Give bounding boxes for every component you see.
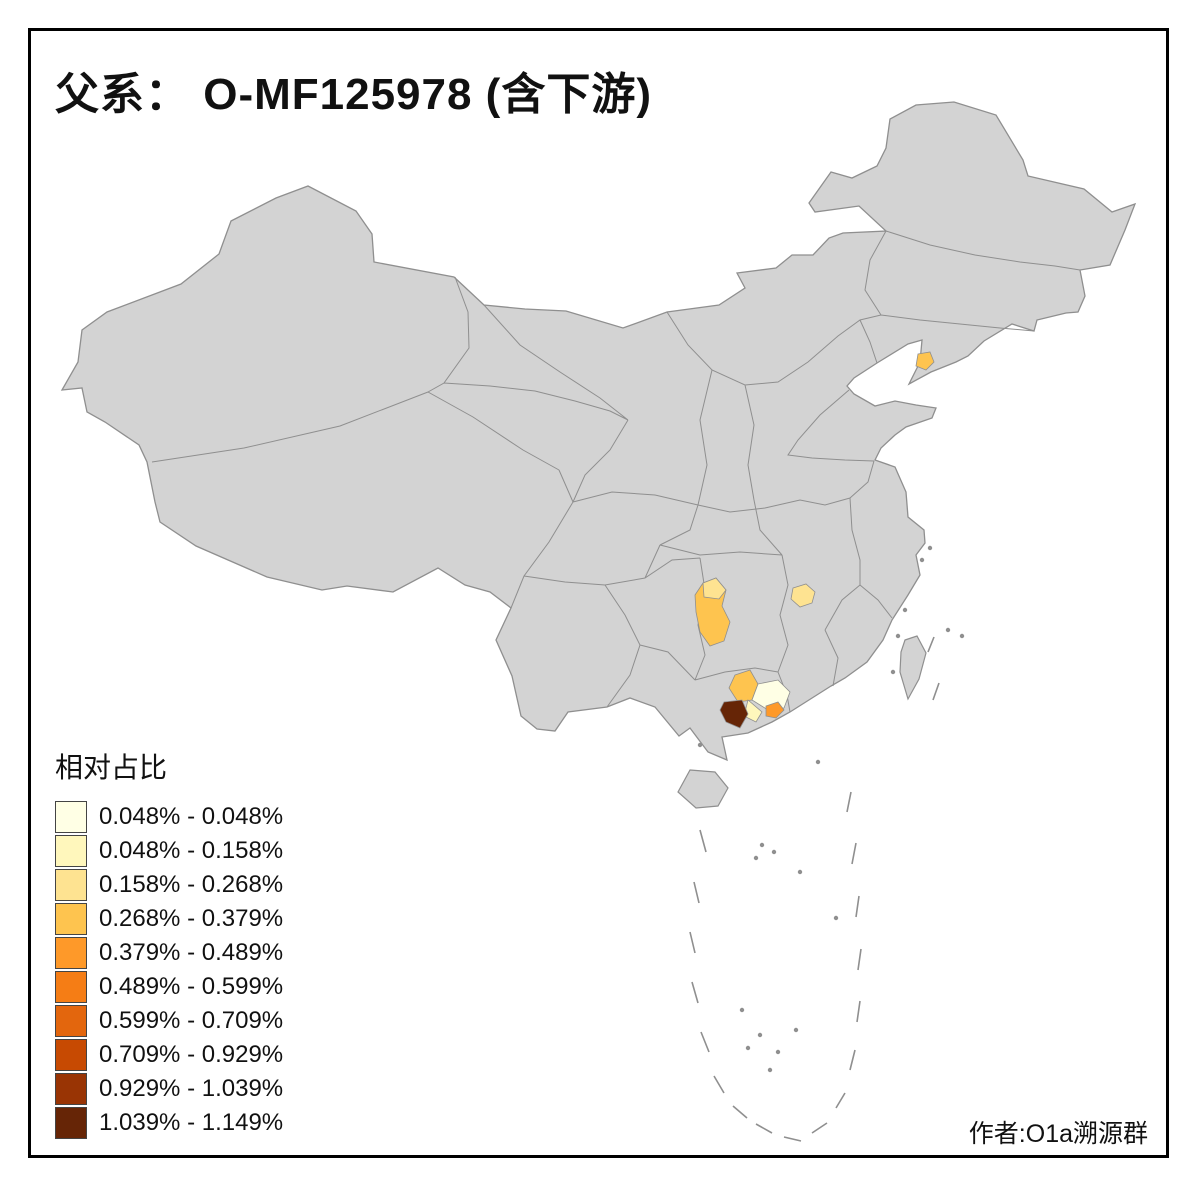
legend-label: 0.599% - 0.709% [99,1007,284,1034]
legend-item: 0.268% - 0.379% [55,902,283,936]
legend-label: 0.709% - 0.929% [99,1041,284,1068]
legend-swatch [55,1073,87,1105]
legend-swatch [55,971,87,1003]
legend-label: 0.929% - 1.039% [99,1075,284,1102]
taiwan-island [899,635,927,701]
map-title: 父系： O-MF125978 (含下游) [55,70,652,119]
legend: 相对占比 0.048% - 0.048% 0.048% - 0.158% 0.1… [55,746,283,1140]
legend-swatch [55,903,87,935]
legend-swatch [55,1039,87,1071]
region-guangxi-dark [719,699,749,729]
legend-label: 0.489% - 0.599% [99,973,284,1000]
legend-label: 0.048% - 0.158% [99,837,284,864]
legend-label: 0.379% - 0.489% [99,939,284,966]
region-guangdong-west [765,701,785,719]
legend-swatch [55,1107,87,1139]
legend-swatch [55,835,87,867]
legend-label: 0.268% - 0.379% [99,905,284,932]
attribution: 作者:O1a溯源群 [968,1120,1148,1148]
region-hunan-north [702,577,727,600]
legend-item: 0.489% - 0.599% [55,970,283,1004]
legend-item: 0.709% - 0.929% [55,1038,283,1072]
highlight-regions [694,351,935,729]
legend-item: 1.039% - 1.149% [55,1106,283,1140]
legend-swatch [55,1005,87,1037]
legend-swatch [55,801,87,833]
legend-item: 0.048% - 0.048% [55,800,283,834]
legend-item: 0.929% - 1.039% [55,1072,283,1106]
legend-swatch [55,937,87,969]
legend-title: 相对占比 [55,752,168,783]
hainan-island [677,769,729,809]
province-borders [151,230,1081,713]
legend-label: 1.039% - 1.149% [99,1109,284,1136]
nine-dash-line [689,636,940,1142]
legend-item: 0.048% - 0.158% [55,834,283,868]
legend-swatch [55,869,87,901]
region-guangxi-east-pale [751,679,791,711]
legend-label: 0.048% - 0.048% [99,803,284,830]
legend-label: 0.158% - 0.268% [99,871,284,898]
country-outline [60,101,1137,762]
legend-item: 0.599% - 0.709% [55,1004,283,1038]
legend-item: 0.379% - 0.489% [55,936,283,970]
sea-islets [697,545,965,1073]
region-jiangxi [790,583,816,608]
legend-item: 0.158% - 0.268% [55,868,283,902]
region-dalian [915,351,935,371]
